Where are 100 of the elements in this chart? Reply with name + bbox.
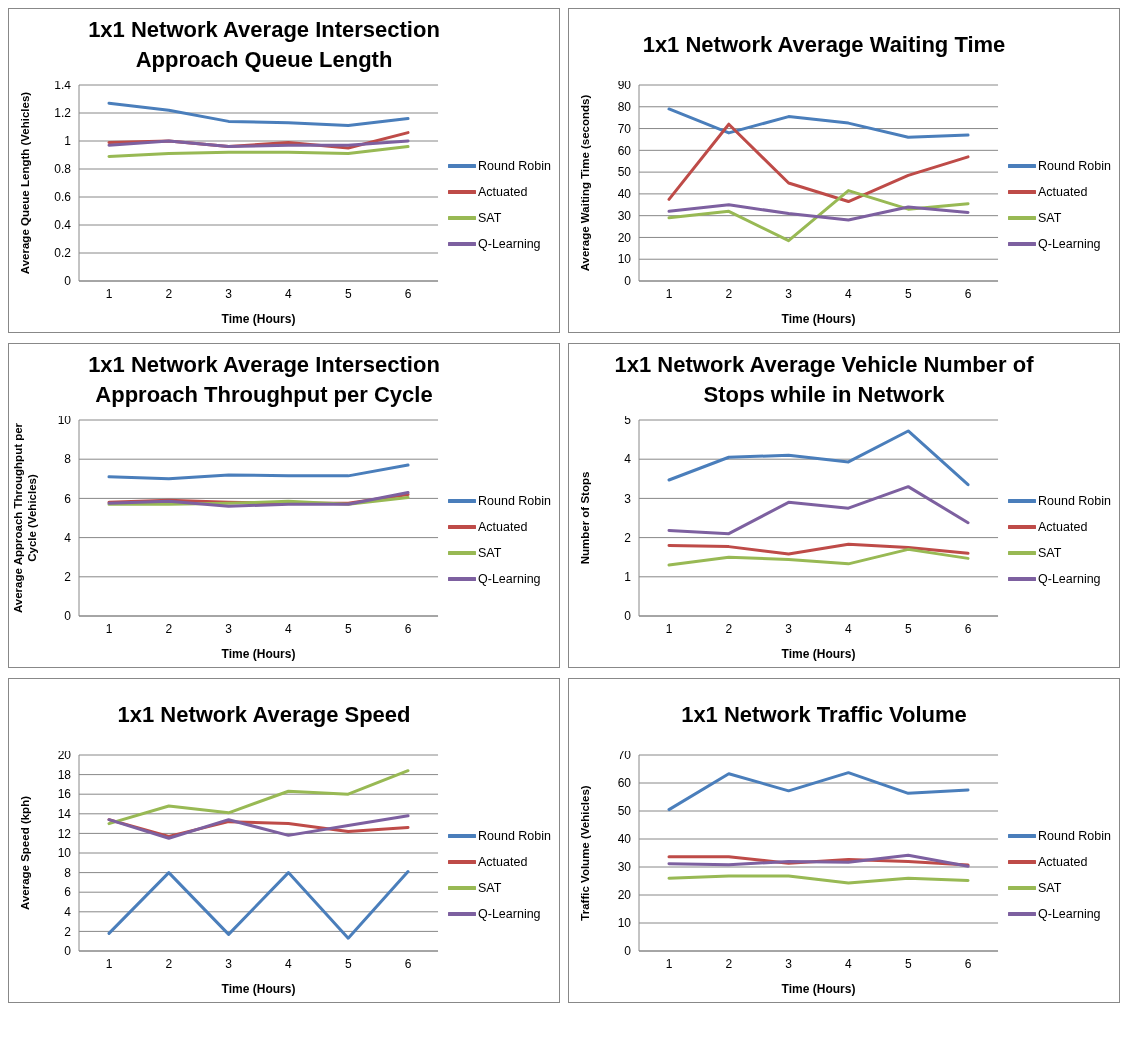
x-tick-label: 2 — [725, 621, 733, 636]
y-tick-label: 0 — [64, 609, 72, 624]
legend-label: Actuated — [1038, 185, 1088, 199]
x-tick-label: 3 — [225, 956, 233, 971]
y-tick-label: 90 — [617, 78, 632, 93]
legend-label: Q-Learning — [1038, 572, 1101, 586]
y-tick-label: 10 — [57, 413, 72, 428]
x-tick-label: 1 — [665, 956, 673, 971]
y-tick-label: 0.2 — [54, 246, 72, 261]
x-tick-label: 6 — [404, 621, 412, 636]
x-tick-label: 1 — [665, 621, 673, 636]
y-tick-label: 0 — [624, 609, 632, 624]
y-tick-label: 20 — [617, 230, 632, 245]
x-tick-label: 6 — [404, 286, 412, 301]
y-tick-label: 5 — [624, 413, 632, 428]
legend-label: Round Robin — [478, 494, 551, 508]
y-axis-title: Number of Stops — [579, 471, 591, 565]
y-axis-title: Average Queue Length (Vehicles) — [19, 91, 31, 275]
x-tick-label: 1 — [105, 286, 113, 301]
legend-label: Round Robin — [1038, 159, 1111, 173]
y-tick-label: 1.4 — [54, 78, 72, 93]
x-axis-title: Time (Hours) — [781, 647, 856, 661]
x-tick-label: 5 — [344, 286, 352, 301]
chart-title: 1x1 Network Average Vehicle Number of Stops while in Network — [614, 351, 1035, 409]
x-tick-label: 3 — [785, 956, 793, 971]
y-tick-label: 80 — [617, 100, 632, 115]
y-tick-label: 4 — [64, 905, 72, 920]
y-tick-label: 2 — [64, 570, 72, 585]
y-tick-label: 40 — [617, 187, 632, 202]
x-tick-label: 3 — [225, 621, 233, 636]
x-tick-label: 4 — [845, 286, 853, 301]
legend-label: SAT — [478, 881, 502, 895]
y-axis-title: Average Waiting Time (seconds) — [579, 94, 591, 272]
y-tick-label: 0 — [624, 944, 632, 959]
y-tick-label: 1 — [64, 134, 72, 149]
y-tick-label: 4 — [624, 452, 632, 467]
x-tick-label: 5 — [344, 621, 352, 636]
x-tick-label: 6 — [404, 956, 412, 971]
y-tick-label: 1 — [624, 570, 632, 585]
chart-title: 1x1 Network Average Speed — [117, 701, 412, 729]
x-tick-label: 5 — [904, 286, 912, 301]
y-tick-label: 3 — [624, 491, 632, 506]
x-axis-title: Time (Hours) — [221, 982, 296, 996]
y-tick-label: 30 — [617, 208, 632, 223]
x-tick-label: 4 — [285, 286, 293, 301]
x-tick-label: 4 — [845, 956, 853, 971]
x-tick-label: 1 — [665, 286, 673, 301]
legend-label: Actuated — [478, 855, 528, 869]
legend-label: Actuated — [1038, 520, 1088, 534]
x-tick-label: 5 — [904, 621, 912, 636]
legend-label: SAT — [1038, 881, 1062, 895]
x-axis-title: Time (Hours) — [221, 312, 296, 326]
x-tick-label: 6 — [964, 956, 972, 971]
x-tick-label: 3 — [225, 286, 233, 301]
y-tick-label: 12 — [57, 826, 72, 841]
x-tick-label: 6 — [964, 621, 972, 636]
y-axis-title: Traffic Volume (Vehicles) — [579, 785, 591, 921]
chart-title: 1x1 Network Average Intersection Approach Queue Length — [87, 16, 441, 74]
legend-label: Round Robin — [478, 159, 551, 173]
y-axis-title: Average Approach Throughput per Cycle (Vehicles) — [12, 422, 38, 614]
y-tick-label: 20 — [57, 748, 72, 763]
y-tick-label: 10 — [617, 916, 632, 931]
y-axis-title: Average Speed (kph) — [19, 795, 31, 910]
y-tick-label: 60 — [617, 776, 632, 791]
y-tick-label: 18 — [57, 767, 72, 782]
legend-label: Q-Learning — [478, 572, 541, 586]
x-tick-label: 1 — [105, 621, 113, 636]
x-tick-label: 4 — [285, 621, 293, 636]
y-tick-label: 70 — [617, 748, 632, 763]
y-tick-label: 14 — [57, 807, 72, 822]
y-tick-label: 10 — [57, 846, 72, 861]
x-tick-label: 2 — [165, 621, 173, 636]
y-tick-label: 2 — [624, 530, 632, 545]
x-tick-label: 1 — [105, 956, 113, 971]
legend-label: SAT — [478, 546, 502, 560]
y-tick-label: 0 — [64, 944, 72, 959]
y-tick-label: 6 — [64, 885, 72, 900]
y-tick-label: 50 — [617, 165, 632, 180]
legend-label: Round Robin — [1038, 494, 1111, 508]
legend-label: SAT — [478, 211, 502, 225]
y-tick-label: 16 — [57, 787, 72, 802]
y-tick-label: 4 — [64, 530, 72, 545]
x-tick-label: 3 — [785, 286, 793, 301]
x-tick-label: 2 — [165, 286, 173, 301]
legend-label: SAT — [1038, 211, 1062, 225]
legend-label: Actuated — [478, 520, 528, 534]
legend-label: Round Robin — [478, 829, 551, 843]
y-tick-label: 0 — [64, 274, 72, 289]
legend-label: Q-Learning — [1038, 237, 1101, 251]
y-tick-label: 10 — [617, 252, 632, 267]
x-tick-label: 3 — [785, 621, 793, 636]
y-tick-label: 0.6 — [54, 190, 72, 205]
y-tick-label: 0 — [624, 274, 632, 289]
x-tick-label: 2 — [165, 956, 173, 971]
x-tick-label: 2 — [725, 286, 733, 301]
legend-label: Actuated — [1038, 855, 1088, 869]
x-tick-label: 5 — [904, 956, 912, 971]
y-tick-label: 6 — [64, 491, 72, 506]
legend-label: Actuated — [478, 185, 528, 199]
x-tick-label: 4 — [285, 956, 293, 971]
